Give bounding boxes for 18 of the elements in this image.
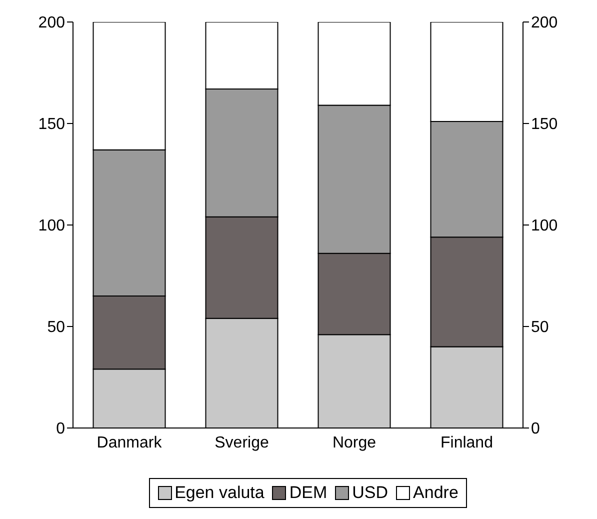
legend-label: USD [352,483,388,503]
y2-tick-label: 0 [531,420,540,438]
y-tick-label: 150 [38,116,66,134]
y2-tick-label: 50 [531,319,549,336]
legend-label: DEM [289,483,328,503]
y-tick-label: 200 [38,14,66,32]
y-tick-label: 100 [38,218,66,235]
x-tick-label: Danmark [96,434,163,452]
x-tick-label: Finland [440,434,493,452]
legend-label: Egen valuta [174,483,264,503]
y2-tick-label: 100 [531,218,558,235]
y2-tick-label: 200 [531,14,558,32]
x-tick-label: Norge [332,434,376,452]
legend-label: Andre [413,483,458,503]
y-tick-label: 50 [47,319,66,336]
x-tick-label: Sverige [214,434,269,452]
y2-tick-label: 150 [531,116,558,134]
y-tick-label: 0 [56,420,66,438]
